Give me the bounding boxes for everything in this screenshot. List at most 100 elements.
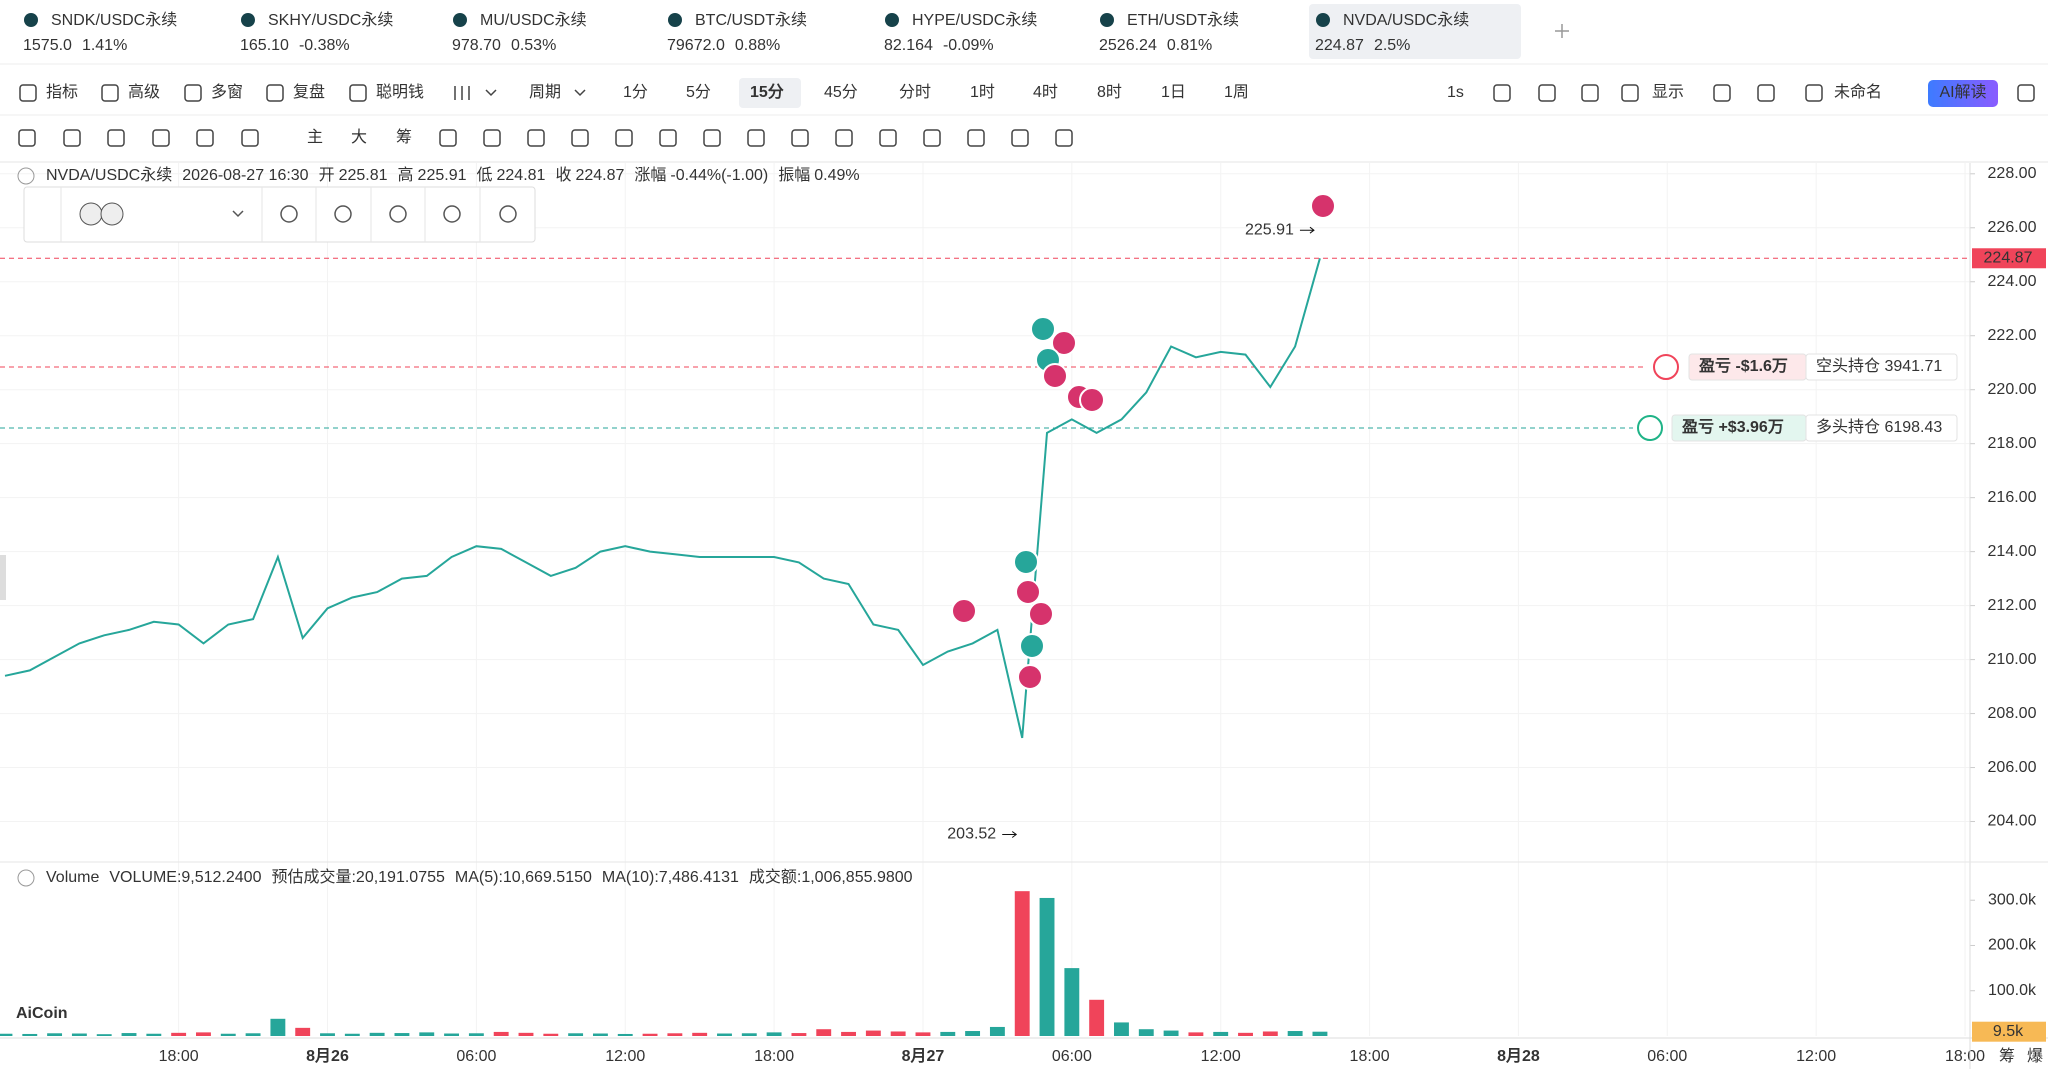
icon[interactable] <box>1621 84 1639 102</box>
toolbar-item[interactable]: 未命名 <box>1834 83 1882 101</box>
icon[interactable] <box>101 84 119 102</box>
y-tick-label: 212.00 <box>1988 597 2037 614</box>
corner-button[interactable]: 筹 <box>1999 1047 2015 1065</box>
trade-marker[interactable] <box>1310 193 1336 219</box>
period-button[interactable]: 1分 <box>623 83 648 101</box>
trade-marker[interactable] <box>1013 549 1039 575</box>
menu-item[interactable]: 聪明钱 <box>376 83 424 101</box>
toolbar-item[interactable]: 1s <box>1447 84 1464 101</box>
trade-marker[interactable] <box>1079 387 1105 413</box>
x-tick-label: 18:00 <box>754 1048 794 1065</box>
draw-tool[interactable] <box>923 129 941 147</box>
menu-item[interactable]: 多窗 <box>211 83 243 101</box>
period-button[interactable]: 8时 <box>1097 83 1122 101</box>
period-button[interactable]: 15分 <box>750 83 784 101</box>
toolbar-item[interactable]: 显示 <box>1652 84 1684 101</box>
floating-panel <box>23 186 536 243</box>
add-tab[interactable] <box>1555 24 1569 38</box>
menu-item[interactable]: 复盘 <box>293 82 325 101</box>
menu-item[interactable]: 高级 <box>128 83 160 101</box>
period-button[interactable]: 分时 <box>899 83 931 101</box>
icon[interactable] <box>19 84 37 102</box>
icon[interactable] <box>1805 84 1823 102</box>
draw-tool[interactable] <box>241 129 259 147</box>
ai-button[interactable] <box>1928 80 1998 107</box>
draw-tool[interactable] <box>152 129 170 147</box>
draw-tool[interactable] <box>483 129 501 147</box>
trade-marker[interactable] <box>1017 664 1043 690</box>
trade-marker[interactable] <box>951 598 977 624</box>
draw-tool[interactable] <box>527 129 545 147</box>
trade-marker[interactable] <box>1015 579 1041 605</box>
y-tick-label: 300.0k <box>1988 891 2037 908</box>
draw-tool[interactable] <box>703 129 721 147</box>
period-button[interactable]: 45分 <box>824 83 858 101</box>
trade-marker[interactable] <box>1019 633 1045 659</box>
panel-button[interactable] <box>389 205 407 223</box>
trade-marker[interactable] <box>1051 330 1077 356</box>
period-button[interactable]: 1日 <box>1161 84 1186 101</box>
draw-tool[interactable]: 主 <box>307 128 323 146</box>
draw-tool[interactable] <box>107 129 125 147</box>
chevron[interactable] <box>232 210 244 218</box>
icon[interactable] <box>2017 84 2035 102</box>
draw-tool[interactable] <box>879 129 897 147</box>
y-tick-label: 206.00 <box>1988 759 2037 776</box>
tab-name[interactable]: SNDK/USDC永续 <box>51 11 177 29</box>
tab-name[interactable]: NVDA/USDC永续 <box>1343 11 1469 29</box>
info-text: 225.91 <box>418 167 467 184</box>
icon[interactable] <box>1713 84 1731 102</box>
period-button[interactable]: 1时 <box>970 83 995 101</box>
draw-tool[interactable] <box>615 129 633 147</box>
draw-tool[interactable] <box>835 129 853 147</box>
trade-marker[interactable] <box>1030 316 1056 342</box>
volume-bar <box>493 1031 509 1036</box>
panel-button[interactable] <box>443 205 461 223</box>
icon[interactable] <box>1581 84 1599 102</box>
icon[interactable] <box>349 84 367 102</box>
collapse-toggle[interactable] <box>17 869 35 887</box>
period-button[interactable]: 5分 <box>686 83 711 101</box>
icon[interactable] <box>266 84 284 102</box>
tab-name[interactable]: ETH/USDT永续 <box>1127 11 1239 29</box>
draw-tool[interactable] <box>1011 129 1029 147</box>
draw-tool[interactable] <box>747 129 765 147</box>
ai-button-label[interactable]: AI解读 <box>1939 83 1986 101</box>
corner-button[interactable]: 爆 <box>2027 1046 2043 1065</box>
draw-tool[interactable] <box>967 129 985 147</box>
volume-bar <box>915 1032 931 1036</box>
period-menu[interactable]: 周期 <box>529 83 561 101</box>
x-tick-label: 12:00 <box>605 1048 645 1065</box>
icon[interactable] <box>1493 84 1511 102</box>
period-button[interactable]: 4时 <box>1033 83 1058 101</box>
icon[interactable] <box>184 84 202 102</box>
collapse-toggle[interactable] <box>17 167 35 185</box>
draw-tool[interactable] <box>196 129 214 147</box>
draw-tool[interactable]: 大 <box>351 128 367 146</box>
panel-button[interactable] <box>499 205 517 223</box>
tab-name[interactable]: HYPE/USDC永续 <box>912 11 1037 29</box>
draw-tool[interactable] <box>791 129 809 147</box>
panel-button[interactable] <box>334 205 352 223</box>
period-button[interactable]: 1周 <box>1224 84 1249 101</box>
draw-tool[interactable] <box>659 129 677 147</box>
tab-name[interactable]: SKHY/USDC永续 <box>268 11 393 29</box>
icon[interactable] <box>1757 84 1775 102</box>
volume-bar <box>1287 1031 1303 1036</box>
draw-tool[interactable] <box>18 129 36 147</box>
tab-name[interactable]: MU/USDC永续 <box>480 11 587 29</box>
trade-marker[interactable] <box>1028 601 1054 627</box>
panel-button[interactable] <box>280 205 298 223</box>
draw-tool[interactable]: 筹 <box>396 128 412 146</box>
indicator-icon[interactable] <box>454 86 497 100</box>
tab-name[interactable]: BTC/USDT永续 <box>695 11 807 29</box>
y-tick-label: 228.00 <box>1988 165 2037 182</box>
draw-tool[interactable] <box>439 129 457 147</box>
menu-item[interactable]: 指标 <box>46 83 78 101</box>
draw-tool[interactable] <box>63 129 81 147</box>
icon[interactable] <box>1538 84 1556 102</box>
draw-tool[interactable] <box>1055 129 1073 147</box>
trade-marker[interactable] <box>1042 363 1068 389</box>
draw-tool[interactable] <box>571 129 589 147</box>
